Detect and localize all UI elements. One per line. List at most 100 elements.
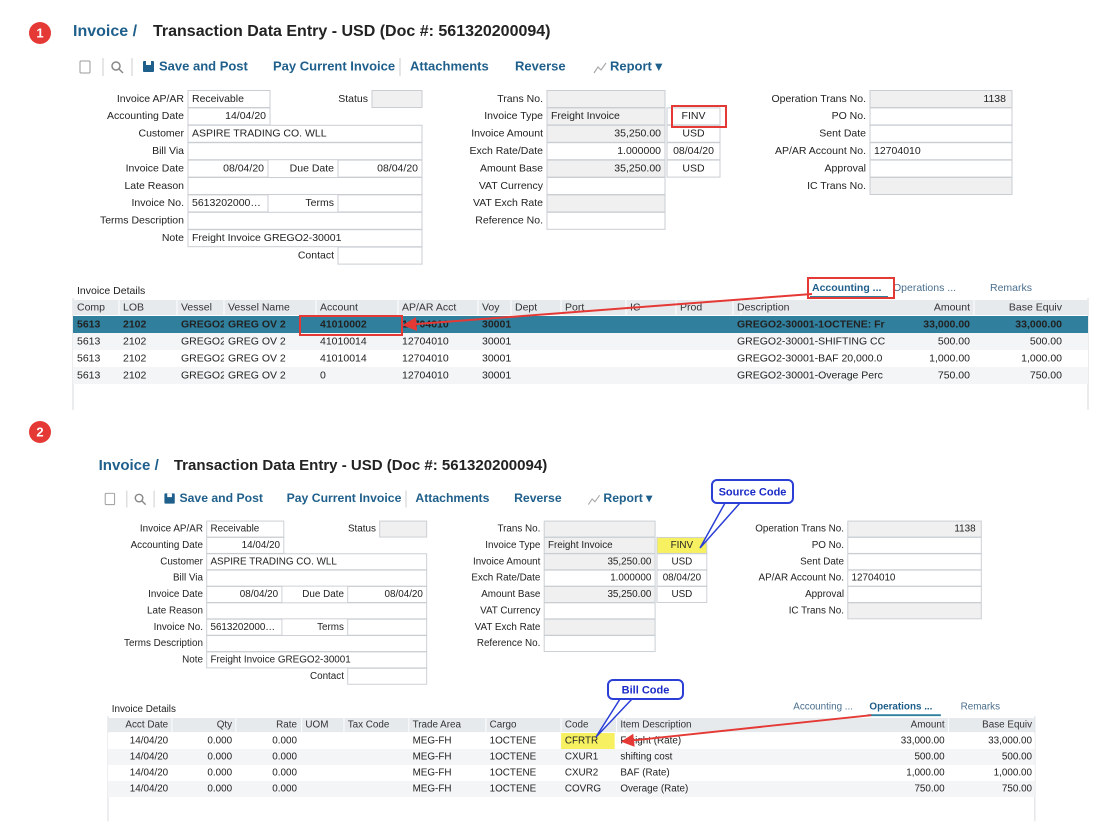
field-box[interactable] <box>206 635 428 653</box>
field-value: 08/04/20 <box>673 145 714 157</box>
field-label: Terms <box>305 197 334 209</box>
table-row[interactable] <box>73 367 1088 384</box>
table-cell: 41010014 <box>320 352 367 364</box>
search-icon[interactable] <box>111 61 121 71</box>
tab[interactable]: Accounting ... <box>793 701 853 712</box>
field-box[interactable] <box>206 569 428 587</box>
field-label: VAT Exch Rate <box>475 622 541 633</box>
field-box[interactable] <box>187 229 423 248</box>
table-cell: GREGO2 <box>181 318 226 330</box>
table-row[interactable] <box>73 316 1088 333</box>
field-box[interactable] <box>347 667 428 685</box>
save-icon <box>164 493 175 504</box>
field-box[interactable] <box>546 211 666 230</box>
field-box[interactable] <box>546 194 666 213</box>
field-box[interactable] <box>546 90 666 108</box>
field-box[interactable] <box>187 177 423 195</box>
field-box[interactable] <box>847 602 982 620</box>
field-label: Terms Description <box>124 638 203 649</box>
save-icon-label <box>146 61 151 65</box>
field-box[interactable] <box>869 124 1013 143</box>
table-cell: 14/04/20 <box>130 784 169 795</box>
search-icon[interactable] <box>134 493 144 503</box>
breadcrumb[interactable]: Invoice / <box>99 457 160 474</box>
tab[interactable]: Operations ... <box>893 282 956 294</box>
field-box[interactable] <box>869 177 1013 195</box>
toolbar-button[interactable]: Report ▾ <box>603 491 653 505</box>
field-box[interactable] <box>187 142 423 161</box>
field-value: 1138 <box>954 524 976 535</box>
table-row[interactable] <box>108 765 1035 781</box>
field-box[interactable] <box>337 246 423 265</box>
field-box[interactable] <box>546 177 666 195</box>
field-box[interactable] <box>543 635 656 653</box>
table-cell: MEG-FH <box>413 736 452 747</box>
table-cell: GREGO2-30001-BAF 20,000.0 <box>737 352 882 364</box>
callout-box <box>607 679 684 700</box>
toolbar-button[interactable]: Save and Post <box>159 58 249 73</box>
toolbar-button[interactable]: Reverse <box>514 491 562 505</box>
toolbar-button[interactable]: Attachments <box>410 58 489 73</box>
field-label: Trans No. <box>497 93 543 105</box>
field-box[interactable] <box>337 194 423 213</box>
field-box[interactable] <box>847 586 982 603</box>
breadcrumb[interactable]: Invoice / <box>73 23 138 40</box>
highlight-box <box>671 105 727 128</box>
table-cell: 12704010 <box>402 352 449 364</box>
table-cell: 0.000 <box>207 752 232 763</box>
field-box[interactable] <box>543 520 656 538</box>
field-box[interactable] <box>379 520 428 538</box>
table-cell: 5613 <box>77 335 101 347</box>
table-row[interactable] <box>108 780 1035 797</box>
toolbar-button[interactable]: Pay Current Invoice <box>273 58 395 73</box>
field-box[interactable] <box>847 536 982 554</box>
toolbar-button[interactable]: Reverse <box>515 58 566 73</box>
field-value: ASPIRE TRADING CO. WLL <box>192 128 327 140</box>
field-box[interactable] <box>543 602 656 620</box>
field-label: Invoice Date <box>148 589 203 600</box>
tab[interactable]: Remarks <box>961 701 1001 712</box>
column-header: Item Description <box>620 720 691 731</box>
field-box[interactable] <box>371 90 423 108</box>
new-icon[interactable] <box>104 492 116 506</box>
field-box[interactable] <box>206 651 428 669</box>
toolbar-button[interactable]: Save and Post <box>179 491 263 505</box>
table-cell: 0.000 <box>272 768 297 779</box>
field-box[interactable] <box>869 159 1013 178</box>
field-box[interactable] <box>656 586 708 603</box>
search-handle <box>118 68 124 74</box>
table-row[interactable] <box>108 749 1035 765</box>
search-handle <box>141 500 147 506</box>
field-box[interactable] <box>666 159 721 178</box>
toolbar-button[interactable]: Attachments <box>415 491 489 505</box>
table-cell: CFRTR <box>565 736 598 747</box>
field-label: Customer <box>138 128 184 140</box>
column-header: Voy <box>482 301 500 313</box>
field-box[interactable] <box>347 618 428 636</box>
table-cell: 12704010 <box>402 369 449 381</box>
page-title: Transaction Data Entry - USD (Doc #: 561… <box>174 457 547 474</box>
save-icon-label <box>167 493 172 498</box>
panel-highlights <box>561 733 615 750</box>
tab[interactable]: Operations ... <box>869 701 932 712</box>
toolbar-button[interactable]: Pay Current Invoice <box>287 491 402 505</box>
field-box[interactable] <box>187 211 423 230</box>
field-box[interactable] <box>206 602 428 620</box>
toolbar-button[interactable]: Report ▾ <box>610 58 663 73</box>
column-header: Code <box>565 720 589 731</box>
field-box[interactable] <box>543 618 656 636</box>
table-cell: 1OCTENE <box>490 752 537 763</box>
callout-text: Bill Code <box>622 684 670 696</box>
column-header: UOM <box>305 720 328 731</box>
table-row[interactable] <box>73 350 1088 367</box>
field-box[interactable] <box>869 107 1013 126</box>
tab[interactable]: Remarks <box>990 282 1032 294</box>
step-badge <box>29 22 51 44</box>
table-row[interactable] <box>73 333 1088 350</box>
tab[interactable]: Accounting ... <box>812 282 881 294</box>
field-box[interactable] <box>847 553 982 571</box>
field-label: Due Date <box>290 162 335 174</box>
field-label: Contact <box>310 671 344 682</box>
new-icon[interactable] <box>79 60 91 74</box>
